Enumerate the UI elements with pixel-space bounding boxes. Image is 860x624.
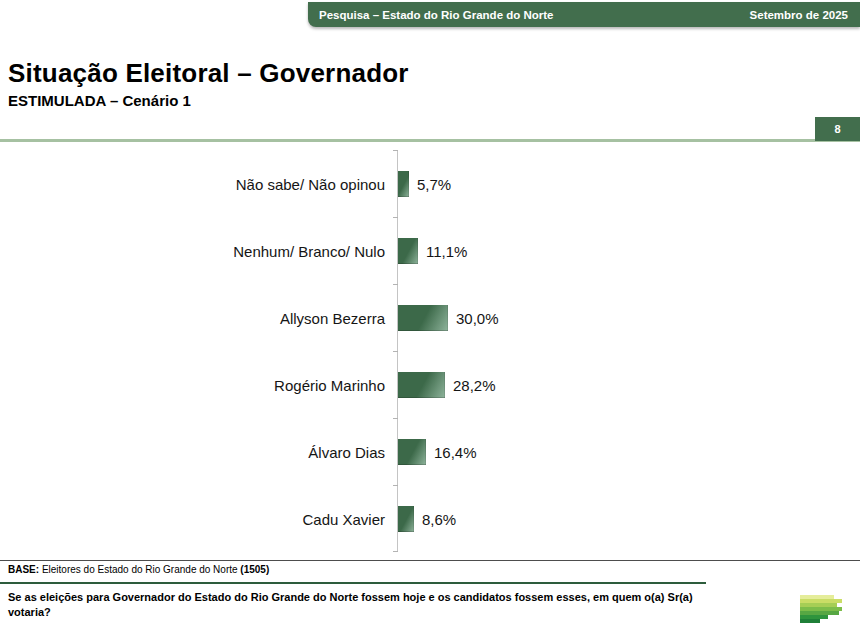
chart-row: Rogério Marinho 28,2% bbox=[0, 351, 860, 418]
base-note: BASE: Eleitores do Estado do Rio Grande … bbox=[8, 564, 269, 575]
value-label: 30,0% bbox=[456, 309, 499, 326]
logo-bar bbox=[800, 619, 820, 623]
bar bbox=[398, 171, 409, 197]
divider-dark-green bbox=[0, 582, 706, 584]
value-label: 28,2% bbox=[453, 376, 496, 393]
page-title: Situação Eleitoral – Governador bbox=[8, 58, 409, 89]
research-company-logo bbox=[800, 595, 852, 623]
base-text: Eleitores do Estado do Rio Grande do Nor… bbox=[39, 564, 240, 575]
bar bbox=[398, 372, 445, 398]
header-banner: Pesquisa – Estado do Rio Grande do Norte… bbox=[308, 2, 860, 27]
category-label: Álvaro Dias bbox=[308, 443, 385, 460]
value-label: 5,7% bbox=[417, 175, 451, 192]
page-subtitle: ESTIMULADA – Cenário 1 bbox=[8, 92, 191, 109]
value-label: 8,6% bbox=[422, 510, 456, 527]
header-date: Setembro de 2025 bbox=[750, 9, 848, 21]
divider-light-green bbox=[0, 139, 860, 142]
bar bbox=[398, 439, 426, 465]
chart-row: Não sabe/ Não opinou 5,7% bbox=[0, 150, 860, 217]
value-label: 16,4% bbox=[434, 443, 477, 460]
chart-row: Álvaro Dias 16,4% bbox=[0, 418, 860, 485]
category-label: Não sabe/ Não opinou bbox=[236, 175, 385, 192]
axis-tick bbox=[393, 351, 398, 352]
axis-tick bbox=[393, 284, 398, 285]
base-prefix: BASE: bbox=[8, 564, 39, 575]
axis-tick bbox=[393, 551, 398, 552]
bar-chart: Não sabe/ Não opinou 5,7% Nenhum/ Branco/ … bbox=[0, 150, 860, 552]
axis-tick bbox=[393, 418, 398, 419]
question-text: Se as eleições para Governador do Estado… bbox=[8, 590, 698, 619]
chart-row: Allyson Bezerra 30,0% bbox=[0, 284, 860, 351]
slide: Pesquisa – Estado do Rio Grande do Norte… bbox=[0, 0, 860, 624]
category-label: Allyson Bezerra bbox=[280, 309, 385, 326]
bar bbox=[398, 238, 418, 264]
axis-tick bbox=[393, 150, 398, 151]
category-label: Rogério Marinho bbox=[274, 376, 385, 393]
base-count: (1505) bbox=[240, 564, 269, 575]
header-survey-title: Pesquisa – Estado do Rio Grande do Norte bbox=[319, 9, 554, 21]
chart-row: Nenhum/ Branco/ Nulo 11,1% bbox=[0, 217, 860, 284]
bar bbox=[398, 506, 414, 532]
value-label: 11,1% bbox=[426, 242, 467, 259]
divider-thin-gray bbox=[0, 560, 860, 561]
category-label: Cadu Xavier bbox=[302, 510, 385, 527]
page-number-badge: 8 bbox=[815, 117, 860, 141]
category-label: Nenhum/ Branco/ Nulo bbox=[233, 242, 385, 259]
axis-tick bbox=[393, 485, 398, 486]
axis-tick bbox=[393, 217, 398, 218]
bar bbox=[398, 305, 448, 331]
chart-row: Cadu Xavier 8,6% bbox=[0, 485, 860, 552]
